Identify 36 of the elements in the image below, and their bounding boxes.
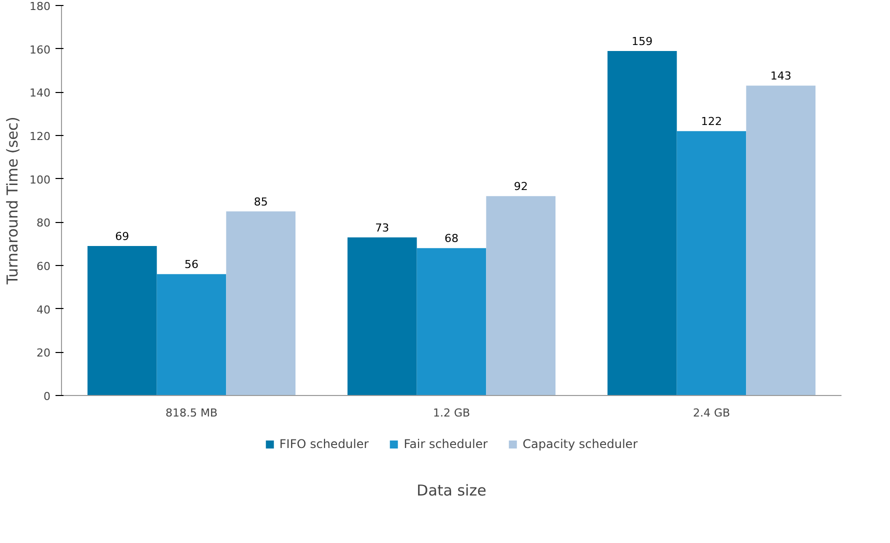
y-tick-label: 160 xyxy=(30,43,51,56)
y-tick-label: 0 xyxy=(44,390,50,403)
x-tick-label: 818.5 MB xyxy=(165,406,218,420)
x-axis-title: Data size xyxy=(416,482,486,500)
bar xyxy=(676,131,746,396)
bar xyxy=(608,51,677,396)
y-tick-label: 100 xyxy=(30,173,51,186)
data-label: 159 xyxy=(632,35,653,48)
y-tick-label: 40 xyxy=(36,303,51,316)
bar xyxy=(416,248,486,396)
y-tick-label: 140 xyxy=(30,86,51,100)
y-tick-label: 60 xyxy=(36,260,51,273)
data-label: 68 xyxy=(444,232,458,246)
data-label: 56 xyxy=(184,258,198,272)
x-tick-label: 1.2 GB xyxy=(432,406,470,420)
bar xyxy=(486,196,556,396)
data-label: 85 xyxy=(254,195,268,208)
y-tick-label: 80 xyxy=(36,216,51,230)
legend-label: Capacity scheduler xyxy=(522,437,638,451)
legend-label: FIFO scheduler xyxy=(279,437,369,451)
y-axis-title: Turnaround Time (sec) xyxy=(4,116,22,286)
legend-label: Fair scheduler xyxy=(404,437,488,451)
data-label: 92 xyxy=(514,180,528,194)
bar xyxy=(226,211,296,396)
bar xyxy=(156,274,226,396)
y-tick-label: 180 xyxy=(30,0,51,13)
x-tick-label: 2.4 GB xyxy=(692,406,730,420)
bar xyxy=(746,86,816,396)
data-label: 143 xyxy=(770,70,792,83)
data-label: 69 xyxy=(115,230,130,243)
bar xyxy=(88,246,157,396)
y-tick-label: 120 xyxy=(30,130,51,143)
y-tick-label: 20 xyxy=(36,346,51,360)
data-label: 73 xyxy=(375,221,390,234)
bar xyxy=(348,237,417,396)
data-label: 122 xyxy=(701,115,722,128)
